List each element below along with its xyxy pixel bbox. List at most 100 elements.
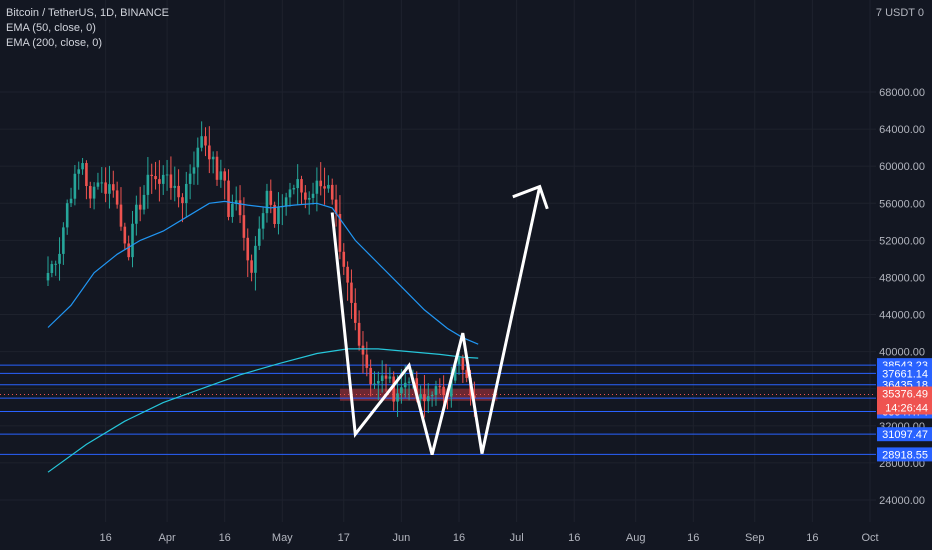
- candle-body: [200, 136, 203, 148]
- x-tick-label: 16: [806, 532, 818, 544]
- candle-body: [292, 188, 296, 190]
- x-tick-label: 16: [687, 532, 699, 544]
- candle-body: [353, 302, 357, 323]
- candle-body: [169, 174, 173, 188]
- candle-body: [92, 186, 96, 199]
- candle-body: [392, 376, 396, 402]
- candle-body: [257, 228, 261, 246]
- candle-body: [204, 136, 207, 146]
- candle-body: [127, 243, 130, 258]
- price-axis-unit[interactable]: 7 USDT 0: [875, 7, 924, 19]
- candle-body: [131, 223, 134, 258]
- horizontal-levels[interactable]: [0, 364, 876, 455]
- candle-body: [50, 264, 54, 273]
- candle-body: [219, 171, 223, 180]
- price-axis[interactable]: 24000.0028000.0032000.0036000.0040000.00…: [879, 87, 925, 507]
- ema200-line: [47, 348, 479, 473]
- y-tick-label: 48000.00: [879, 272, 925, 284]
- y-tick-label: 64000.00: [879, 124, 925, 136]
- candle-body: [423, 394, 426, 402]
- candle-body: [54, 263, 57, 265]
- current-price-label-bg: [877, 386, 932, 401]
- grid: [0, 0, 876, 522]
- candle-body: [211, 156, 215, 160]
- candle-body: [369, 367, 372, 385]
- candle-body: [46, 272, 50, 281]
- candle-body: [357, 322, 361, 346]
- ema200-label[interactable]: EMA (200, close, 0): [6, 37, 102, 49]
- moving-averages: [47, 200, 479, 473]
- candle-body: [111, 184, 115, 191]
- y-tick-label: 68000.00: [879, 87, 925, 99]
- candle-body: [165, 174, 169, 176]
- candle-body: [273, 204, 276, 225]
- y-tick-label: 60000.00: [879, 161, 925, 173]
- x-tick-label: 17: [338, 532, 350, 544]
- candle-body: [438, 386, 442, 388]
- candle-body: [442, 386, 445, 395]
- candle-body: [465, 369, 468, 378]
- x-tick-label: Oct: [861, 532, 878, 544]
- x-tick-label: Jul: [510, 532, 524, 544]
- candle-body: [58, 253, 61, 264]
- candle-body: [188, 173, 192, 184]
- candle-body: [154, 176, 157, 180]
- candle-body: [161, 174, 165, 184]
- candle-body: [434, 386, 438, 395]
- y-tick-label: 40000.00: [879, 347, 925, 359]
- candle-body: [242, 215, 246, 238]
- candle-body: [119, 204, 123, 227]
- candle-body: [373, 383, 376, 385]
- candle-body: [311, 193, 315, 198]
- candle-body: [323, 186, 326, 189]
- candle-body: [100, 182, 104, 184]
- candle-body: [350, 282, 353, 303]
- candle-body: [181, 197, 184, 204]
- symbol-title[interactable]: Bitcoin / TetherUS, 1D, BINANCE: [6, 7, 170, 19]
- candle-body: [77, 169, 81, 174]
- candle-body: [88, 186, 92, 199]
- level-label-bg: [877, 427, 932, 442]
- candle-body: [430, 394, 434, 397]
- candle-body: [73, 173, 77, 199]
- y-tick-label: 44000.00: [879, 310, 925, 322]
- y-tick-label: 52000.00: [879, 235, 925, 247]
- candle-body: [227, 180, 230, 217]
- candle-body: [338, 214, 342, 252]
- countdown-label-bg: [877, 400, 932, 415]
- candle-body: [62, 227, 65, 254]
- candle-body: [419, 394, 422, 399]
- level-label-bg: [877, 366, 932, 381]
- pattern-zigzag-arrow: [330, 186, 542, 455]
- candle-body: [184, 183, 188, 204]
- annotation-drawing[interactable]: [330, 184, 549, 455]
- x-tick-label: 16: [99, 532, 111, 544]
- current-price-label: 35376.49: [882, 389, 928, 401]
- candle-body: [342, 251, 346, 267]
- candle-body: [135, 204, 138, 224]
- candle-body: [307, 197, 311, 200]
- x-tick-label: Sep: [745, 532, 765, 544]
- time-axis[interactable]: 16 Apr 16 May 17 Jun 16 Jul 16 Aug 16 Sep 16 Oct: [99, 532, 878, 544]
- candle-body: [377, 380, 380, 384]
- candle-body: [138, 204, 142, 210]
- candle-body: [65, 203, 69, 228]
- ema50-label[interactable]: EMA (50, close, 0): [6, 22, 96, 34]
- candle-body: [334, 199, 338, 215]
- candle-body: [254, 245, 257, 273]
- candle-body: [238, 200, 242, 216]
- candle-body: [85, 163, 88, 187]
- candle-body: [284, 197, 288, 207]
- candle-body: [384, 375, 388, 379]
- candle-body: [123, 226, 127, 244]
- candle-body: [196, 147, 200, 168]
- candle-body: [146, 174, 150, 195]
- candle-body: [81, 163, 84, 170]
- candle-body: [396, 393, 399, 402]
- candle-body: [96, 182, 100, 187]
- x-tick-label: 16: [219, 532, 231, 544]
- candle-body: [319, 180, 323, 187]
- level-price-labels: 38543.2337661.1436435.1834984.0433547.74…: [877, 358, 932, 462]
